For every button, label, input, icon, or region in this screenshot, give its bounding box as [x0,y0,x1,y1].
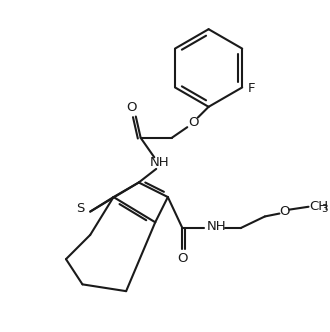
Text: O: O [177,252,188,265]
Text: S: S [76,202,85,215]
Text: O: O [127,101,137,114]
Text: O: O [188,116,198,129]
Text: O: O [279,205,289,218]
Text: 3: 3 [321,204,328,214]
Text: F: F [248,82,256,95]
Text: NH: NH [149,156,169,169]
Text: CH: CH [310,200,329,213]
Text: NH: NH [207,220,226,233]
